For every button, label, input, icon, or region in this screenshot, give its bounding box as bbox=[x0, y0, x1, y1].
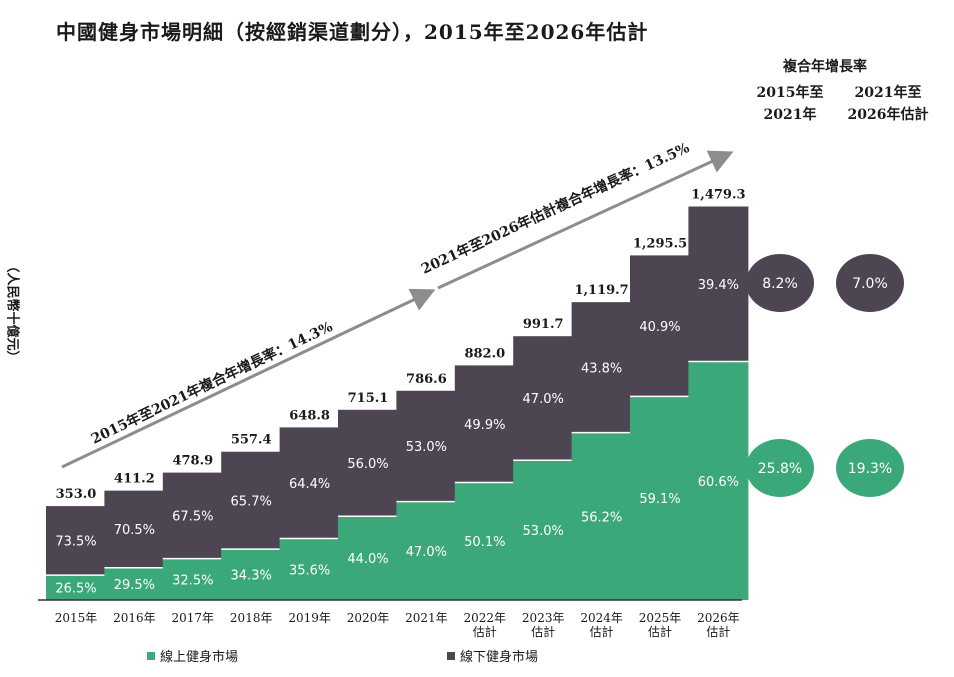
bar-offline-9 bbox=[571, 302, 632, 433]
legend-offline: 線下健身市場 bbox=[447, 646, 538, 665]
online-pct-label-2: 32.5% bbox=[172, 573, 213, 588]
cagr-col2-head: 2021年至 2026年估計 bbox=[847, 85, 929, 123]
offline-pct-label-0: 73.5% bbox=[55, 535, 96, 550]
bar-offline-6 bbox=[396, 390, 457, 502]
x-tick-label-2: 2017年 bbox=[172, 611, 215, 625]
bar-online-8 bbox=[513, 460, 574, 600]
bar-offline-0 bbox=[46, 506, 106, 576]
x-tick-label-11-line2: 估計 bbox=[706, 624, 730, 639]
x-tick-label-5: 2020年 bbox=[347, 611, 390, 625]
bar-online-9 bbox=[571, 432, 632, 600]
offline-pct-label-7: 49.9% bbox=[464, 418, 505, 433]
total-label-1: 411.2 bbox=[114, 472, 155, 487]
x-tick-label-7: 2022年 bbox=[464, 611, 507, 625]
bar-offline-5 bbox=[338, 409, 398, 517]
bar-online-0 bbox=[46, 575, 106, 600]
bar-online-2 bbox=[162, 558, 223, 600]
x-tick-label-10-line2: 估計 bbox=[648, 624, 672, 639]
total-label-6: 786.6 bbox=[406, 372, 447, 387]
bar-offline-3 bbox=[221, 451, 282, 550]
bar-offline-4 bbox=[279, 427, 340, 539]
x-tick-label-1: 2016年 bbox=[113, 611, 156, 625]
offline-pct-label-4: 64.4% bbox=[289, 477, 330, 492]
online-pct-label-1: 29.5% bbox=[114, 578, 155, 593]
online-pct-label-9: 56.2% bbox=[581, 510, 622, 525]
bar-online-7 bbox=[454, 482, 515, 600]
total-label-5: 715.1 bbox=[348, 391, 389, 406]
online-pct-label-0: 26.5% bbox=[55, 582, 96, 597]
cagr-online-2021-2026-value: 19.3% bbox=[848, 461, 892, 477]
cagr-arrow-2 bbox=[437, 150, 734, 290]
x-tick-label-9: 2024年 bbox=[580, 611, 623, 625]
cagr-online-2021-2026-bubble bbox=[836, 439, 904, 497]
total-label-2: 478.9 bbox=[172, 454, 213, 469]
x-tick-label-6: 2021年 bbox=[405, 611, 448, 625]
cagr-offline-2021-2026-value: 7.0% bbox=[852, 276, 888, 292]
offline-pct-label-8: 47.0% bbox=[523, 392, 564, 407]
offline-pct-label-11: 39.4% bbox=[698, 278, 739, 293]
bar-online-5 bbox=[338, 516, 398, 600]
x-tick-label-0: 2015年 bbox=[55, 611, 98, 625]
cagr-offline-2015-2021-bubble bbox=[746, 254, 814, 312]
legend-offline-swatch bbox=[447, 651, 455, 660]
online-pct-label-7: 50.1% bbox=[464, 535, 505, 550]
total-label-8: 991.7 bbox=[523, 317, 564, 332]
bar-offline-8 bbox=[513, 336, 574, 461]
online-pct-label-5: 44.0% bbox=[347, 552, 388, 567]
x-tick-label-4: 2019年 bbox=[288, 611, 331, 625]
total-label-11: 1,479.3 bbox=[691, 188, 745, 203]
bar-offline-1 bbox=[104, 490, 165, 568]
cagr-online-2015-2021-bubble bbox=[746, 439, 814, 497]
total-label-7: 882.0 bbox=[464, 346, 505, 361]
cagr-offline-2015-2021-value: 8.2% bbox=[762, 276, 798, 292]
offline-pct-label-6: 53.0% bbox=[406, 440, 447, 455]
online-pct-label-11: 60.6% bbox=[698, 475, 739, 490]
offline-pct-label-5: 56.0% bbox=[347, 457, 388, 472]
bar-offline-7 bbox=[454, 365, 515, 483]
legend-offline-label: 線下健身市場 bbox=[460, 650, 539, 665]
legend-online-swatch bbox=[147, 651, 155, 660]
total-label-0: 353.0 bbox=[56, 487, 97, 502]
x-tick-label-3: 2018年 bbox=[230, 611, 273, 625]
cagr-header: 複合年增長率 bbox=[783, 59, 867, 75]
x-tick-label-11: 2026年 bbox=[697, 611, 740, 625]
cagr-col1-head: 2015年至 2021年 bbox=[756, 85, 824, 123]
cagr-online-2015-2021-value: 25.8% bbox=[758, 461, 802, 477]
bar-offline-10 bbox=[630, 255, 690, 397]
offline-pct-label-10: 40.9% bbox=[639, 320, 680, 335]
online-pct-label-3: 34.3% bbox=[231, 569, 272, 584]
bar-online-10 bbox=[630, 396, 690, 600]
bar-online-11 bbox=[688, 361, 749, 600]
offline-pct-label-9: 43.8% bbox=[581, 361, 622, 376]
cagr-offline-2021-2026-bubble bbox=[836, 254, 904, 312]
cagr-arrow-1 bbox=[61, 288, 436, 469]
total-label-3: 557.4 bbox=[231, 433, 272, 448]
legend-online: 線上健身市場 bbox=[147, 646, 238, 665]
x-tick-label-8-line2: 估計 bbox=[531, 624, 555, 639]
bar-offline-11 bbox=[688, 206, 749, 362]
online-pct-label-6: 47.0% bbox=[406, 545, 447, 560]
bar-online-4 bbox=[279, 538, 340, 600]
bar-online-1 bbox=[104, 567, 165, 600]
bar-offline-2 bbox=[162, 472, 223, 559]
total-label-10: 1,295.5 bbox=[633, 236, 687, 251]
offline-pct-label-2: 67.5% bbox=[172, 510, 213, 525]
online-pct-label-10: 59.1% bbox=[639, 492, 680, 507]
online-pct-label-8: 53.0% bbox=[523, 524, 564, 539]
x-tick-label-9-line2: 估計 bbox=[590, 624, 614, 639]
chart-title: 中國健身市場明細（按經銷渠道劃分），2015年至2026年估計 bbox=[56, 20, 649, 44]
x-tick-label-10: 2025年 bbox=[639, 611, 682, 625]
online-pct-label-4: 35.6% bbox=[289, 563, 330, 578]
offline-pct-label-3: 65.7% bbox=[231, 494, 272, 509]
total-label-9: 1,119.7 bbox=[574, 283, 628, 298]
legend-online-label: 線上健身市場 bbox=[160, 650, 239, 665]
bar-online-6 bbox=[396, 501, 457, 600]
total-label-4: 648.8 bbox=[289, 408, 330, 423]
x-tick-label-7-line2: 估計 bbox=[473, 624, 497, 639]
bar-online-3 bbox=[221, 549, 282, 600]
offline-pct-label-1: 70.5% bbox=[114, 523, 155, 538]
x-tick-label-8: 2023年 bbox=[522, 611, 565, 625]
